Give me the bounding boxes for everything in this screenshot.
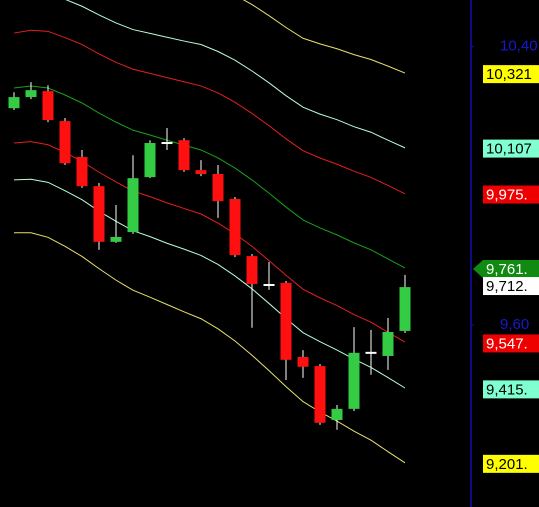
candle-body (348, 352, 360, 409)
price-label-box (483, 334, 539, 353)
candle-body (59, 121, 71, 164)
candle-body (178, 140, 190, 171)
candle-body (212, 173, 224, 202)
candle-body (8, 97, 20, 109)
price-label: 9,547. (486, 335, 528, 352)
band-line (13, 178, 406, 389)
candle-body (399, 287, 411, 331)
candle-body (93, 186, 105, 242)
candle-body (297, 357, 309, 367)
price-label: 9,975. (486, 186, 528, 203)
candle-body (331, 408, 343, 421)
candle-body (314, 366, 326, 423)
plot-area (8, 0, 411, 464)
price-label-box (483, 185, 539, 204)
candle-body (42, 91, 54, 121)
band-line (13, 29, 406, 195)
band-line (65, 0, 406, 149)
y-tick-label: 9,60 (500, 316, 529, 333)
candle-body (280, 282, 292, 360)
candle-body (144, 143, 156, 178)
price-label-box (483, 139, 539, 158)
price-label-box (483, 259, 539, 278)
price-axis: 10,40 9,60 10,321 10,107 9,975. 9,761.9,712. 9… (470, 0, 539, 507)
band-line (13, 85, 406, 269)
price-label: 9,415. (486, 381, 528, 398)
price-label: 9,201. (486, 456, 528, 473)
candle-body (25, 90, 37, 98)
candle-body (110, 236, 122, 242)
y-tick-label: 10,40 (500, 38, 538, 55)
candle-body (127, 178, 139, 233)
price-label: 10,107 (486, 141, 532, 158)
band-line (14, 232, 406, 464)
candle-body (76, 156, 88, 187)
price-label-box (483, 454, 539, 473)
band-line (242, 0, 406, 74)
price-label: 9,761. (486, 261, 528, 278)
candle-body (229, 199, 241, 256)
price-label-box (483, 65, 539, 84)
candle-body (382, 331, 394, 356)
price-label-box (483, 380, 539, 399)
price-label: 10,321 (486, 66, 532, 83)
candle-body (195, 170, 207, 174)
price-label-box (483, 277, 539, 296)
price-label: 9,712. (486, 278, 528, 295)
price-label-pointer (473, 259, 483, 278)
candle-body (246, 256, 258, 284)
